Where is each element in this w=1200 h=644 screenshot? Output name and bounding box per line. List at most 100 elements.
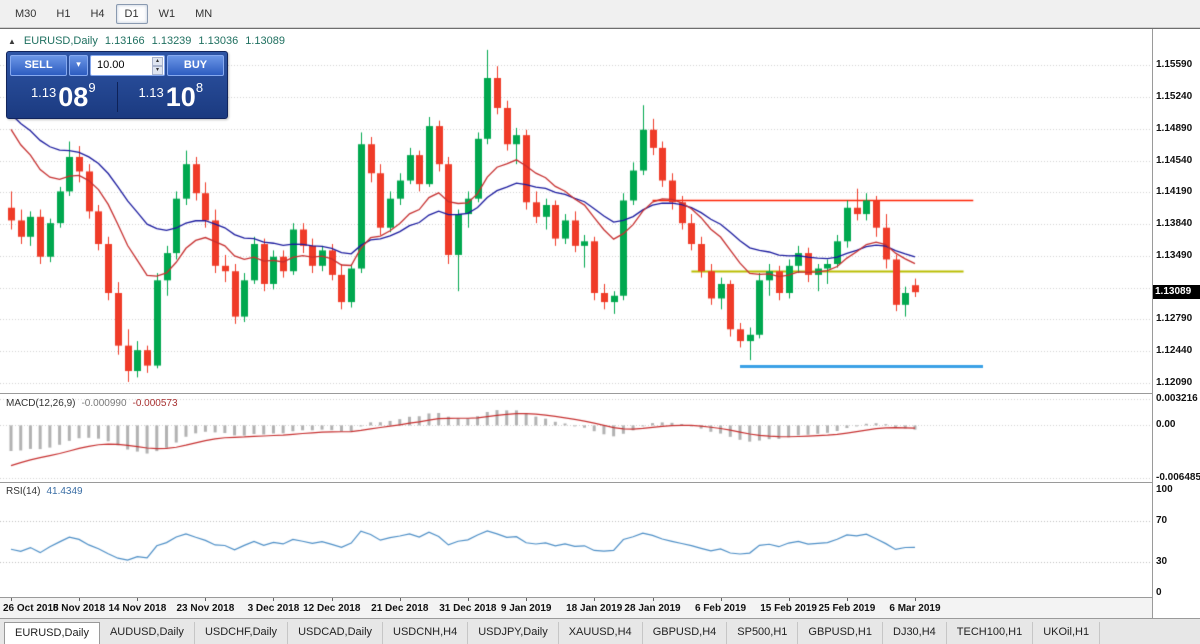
- chart-tab-xauusd-h4[interactable]: XAUUSD,H4: [559, 622, 643, 644]
- price-axis-label: 0: [1156, 587, 1162, 598]
- chart-tab-usdcad-daily[interactable]: USDCAD,Daily: [288, 622, 384, 644]
- rsi-name: RSI(14): [6, 486, 41, 497]
- one-click-collapse-icon[interactable]: ▲: [8, 36, 16, 46]
- price-axis-label: 1.12090: [1156, 376, 1193, 388]
- date-axis-label: 26 Oct 2018: [3, 603, 59, 614]
- chevron-down-icon: ▾: [76, 59, 81, 69]
- date-axis-label: 21 Dec 2018: [371, 603, 429, 614]
- price-axis-label: 1.13840: [1156, 218, 1193, 230]
- chart-tab-usdjpy-daily[interactable]: USDJPY,Daily: [468, 622, 559, 644]
- date-axis-label: 25 Feb 2019: [818, 603, 876, 614]
- chart-tab-tech100-h1[interactable]: TECH100,H1: [947, 622, 1034, 644]
- timeframe-button-m30[interactable]: M30: [15, 7, 37, 20]
- date-tick: [526, 598, 528, 601]
- timeframe-button-h4[interactable]: H4: [90, 7, 105, 20]
- price-axis-label: 1.15240: [1156, 91, 1193, 103]
- buy-price-base: 1.13: [138, 85, 164, 100]
- date-axis[interactable]: 26 Oct 2018 5 Nov 2018 14 Nov 2018 23 Nov 2…: [0, 597, 1152, 619]
- price-divider: [116, 82, 118, 112]
- chart-tab-dj30-h4[interactable]: DJ30,H4: [883, 622, 947, 644]
- chart-tab-gbpusd-h4[interactable]: GBPUSD,H4: [643, 622, 728, 644]
- price-axis-label: 0.00: [1156, 419, 1176, 431]
- macd-signal-value: -0.000573: [132, 398, 178, 409]
- macd-indicator-canvas[interactable]: [0, 394, 1152, 482]
- date-tick: [11, 598, 12, 601]
- timeframe-toolbar: M30 H1 H4 D1 W1 MN: [0, 0, 1200, 28]
- date-tick: [137, 598, 139, 601]
- date-tick: [720, 598, 722, 601]
- volume-dropdown-button[interactable]: ▾: [69, 55, 88, 76]
- date-axis-label: 18 Jan 2019: [566, 603, 623, 614]
- sell-button[interactable]: SELL: [10, 55, 67, 76]
- date-tick: [594, 598, 596, 601]
- buy-price-point: 8: [195, 80, 204, 95]
- rsi-indicator-label: RSI(14) 41.4349: [6, 486, 83, 497]
- date-axis-label: 31 Dec 2018: [439, 603, 497, 614]
- date-axis-label: 3 Dec 2018: [247, 603, 300, 614]
- chart-title: ▲ EURUSD,Daily 1.13166 1.13239 1.13036 1…: [8, 35, 285, 47]
- symbol-label: EURUSD,Daily: [23, 35, 98, 47]
- date-tick: [846, 598, 848, 601]
- price-axis-label: -0.006485: [1156, 472, 1200, 484]
- date-axis-label: 23 Nov 2018: [176, 603, 235, 614]
- macd-main-value: -0.000990: [81, 398, 127, 409]
- volume-input[interactable]: 10.00 ▴ ▾: [90, 55, 165, 76]
- buy-button[interactable]: BUY: [167, 55, 224, 76]
- price-axis-label: 1.12440: [1156, 345, 1193, 357]
- price-axis-label: 70: [1156, 514, 1168, 526]
- timeframe-button-w1[interactable]: W1: [158, 7, 176, 20]
- spinner-down-icon[interactable]: ▾: [152, 66, 163, 75]
- chart-tab-bar: EURUSD,Daily AUDUSD,Daily USDCHF,Daily USDC…: [0, 618, 1200, 644]
- price-axis-label: 1.14540: [1156, 154, 1193, 166]
- date-axis-label: 5 Nov 2018: [52, 603, 106, 614]
- volume-spinner[interactable]: ▴ ▾: [152, 57, 163, 75]
- timeframe-button-mn[interactable]: MN: [195, 7, 213, 20]
- ohlc-close: 1.13089: [245, 35, 285, 47]
- chart-tab-audusd-daily[interactable]: AUDUSD,Daily: [100, 622, 195, 644]
- date-axis-label: 9 Jan 2019: [500, 603, 552, 614]
- timeframe-button-h1[interactable]: H1: [56, 7, 71, 20]
- sell-price-button[interactable]: 1.13089: [10, 80, 117, 114]
- chart-tab-gbpusd-h1[interactable]: GBPUSD,H1: [798, 622, 883, 644]
- chart-window: ▲ EURUSD,Daily 1.13166 1.13239 1.13036 1…: [0, 28, 1200, 619]
- chart-tab-eurusd-daily[interactable]: EURUSD,Daily: [4, 622, 100, 644]
- macd-indicator-label: MACD(12,26,9) -0.000990 -0.000573: [6, 398, 178, 409]
- one-click-trading-panel: SELL ▾ 10.00 ▴ ▾ BUY 1.13089 1.13108: [6, 51, 228, 119]
- date-axis-label: 28 Jan 2019: [624, 603, 681, 614]
- current-price-badge: 1.13089: [1153, 285, 1200, 300]
- date-tick: [914, 598, 916, 601]
- buy-price-pips: 10: [165, 82, 196, 112]
- date-axis-label: 6 Feb 2019: [694, 603, 747, 614]
- sell-price-pips: 08: [58, 82, 89, 112]
- price-axis-label: 1.14890: [1156, 122, 1193, 134]
- price-axis-label: 30: [1156, 556, 1168, 568]
- price-axis-label: 0.003216: [1156, 393, 1198, 405]
- chart-tab-usdcnh-h4[interactable]: USDCNH,H4: [383, 622, 469, 644]
- price-axis-label: 100: [1156, 484, 1173, 495]
- rsi-value: 41.4349: [46, 486, 83, 497]
- buy-price-button[interactable]: 1.13108: [118, 80, 225, 114]
- date-tick: [788, 598, 790, 601]
- spinner-up-icon[interactable]: ▴: [152, 57, 163, 66]
- ohlc-high: 1.13239: [151, 35, 192, 47]
- timeframe-button-d1[interactable]: D1: [115, 3, 148, 24]
- price-axis-label: 1.12790: [1156, 313, 1193, 325]
- date-axis-label: 6 Mar 2019: [889, 603, 941, 614]
- ohlc-open: 1.13166: [104, 35, 145, 47]
- sell-price-point: 9: [88, 80, 96, 95]
- chart-tab-usdchf-daily[interactable]: USDCHF,Daily: [195, 622, 289, 644]
- rsi-indicator-canvas[interactable]: [0, 483, 1152, 597]
- macd-name: MACD(12,26,9): [6, 398, 76, 409]
- date-tick: [652, 598, 654, 601]
- date-tick: [331, 598, 333, 601]
- panel-splitter-macd[interactable]: [0, 393, 1152, 394]
- ohlc-low: 1.13036: [198, 35, 239, 47]
- date-tick: [79, 598, 81, 601]
- panel-splitter-rsi[interactable]: [0, 482, 1152, 483]
- chart-tab-sp500-h1[interactable]: SP500,H1: [727, 622, 799, 644]
- volume-value: 10.00: [97, 59, 125, 71]
- price-axis-label: 1.15590: [1156, 59, 1193, 71]
- chart-tab-ukoil-h1[interactable]: UKOil,H1: [1033, 622, 1101, 644]
- price-axis[interactable]: 1.15590 1.15240 1.14890 1.14540 1.14190 1.138…: [1152, 29, 1200, 619]
